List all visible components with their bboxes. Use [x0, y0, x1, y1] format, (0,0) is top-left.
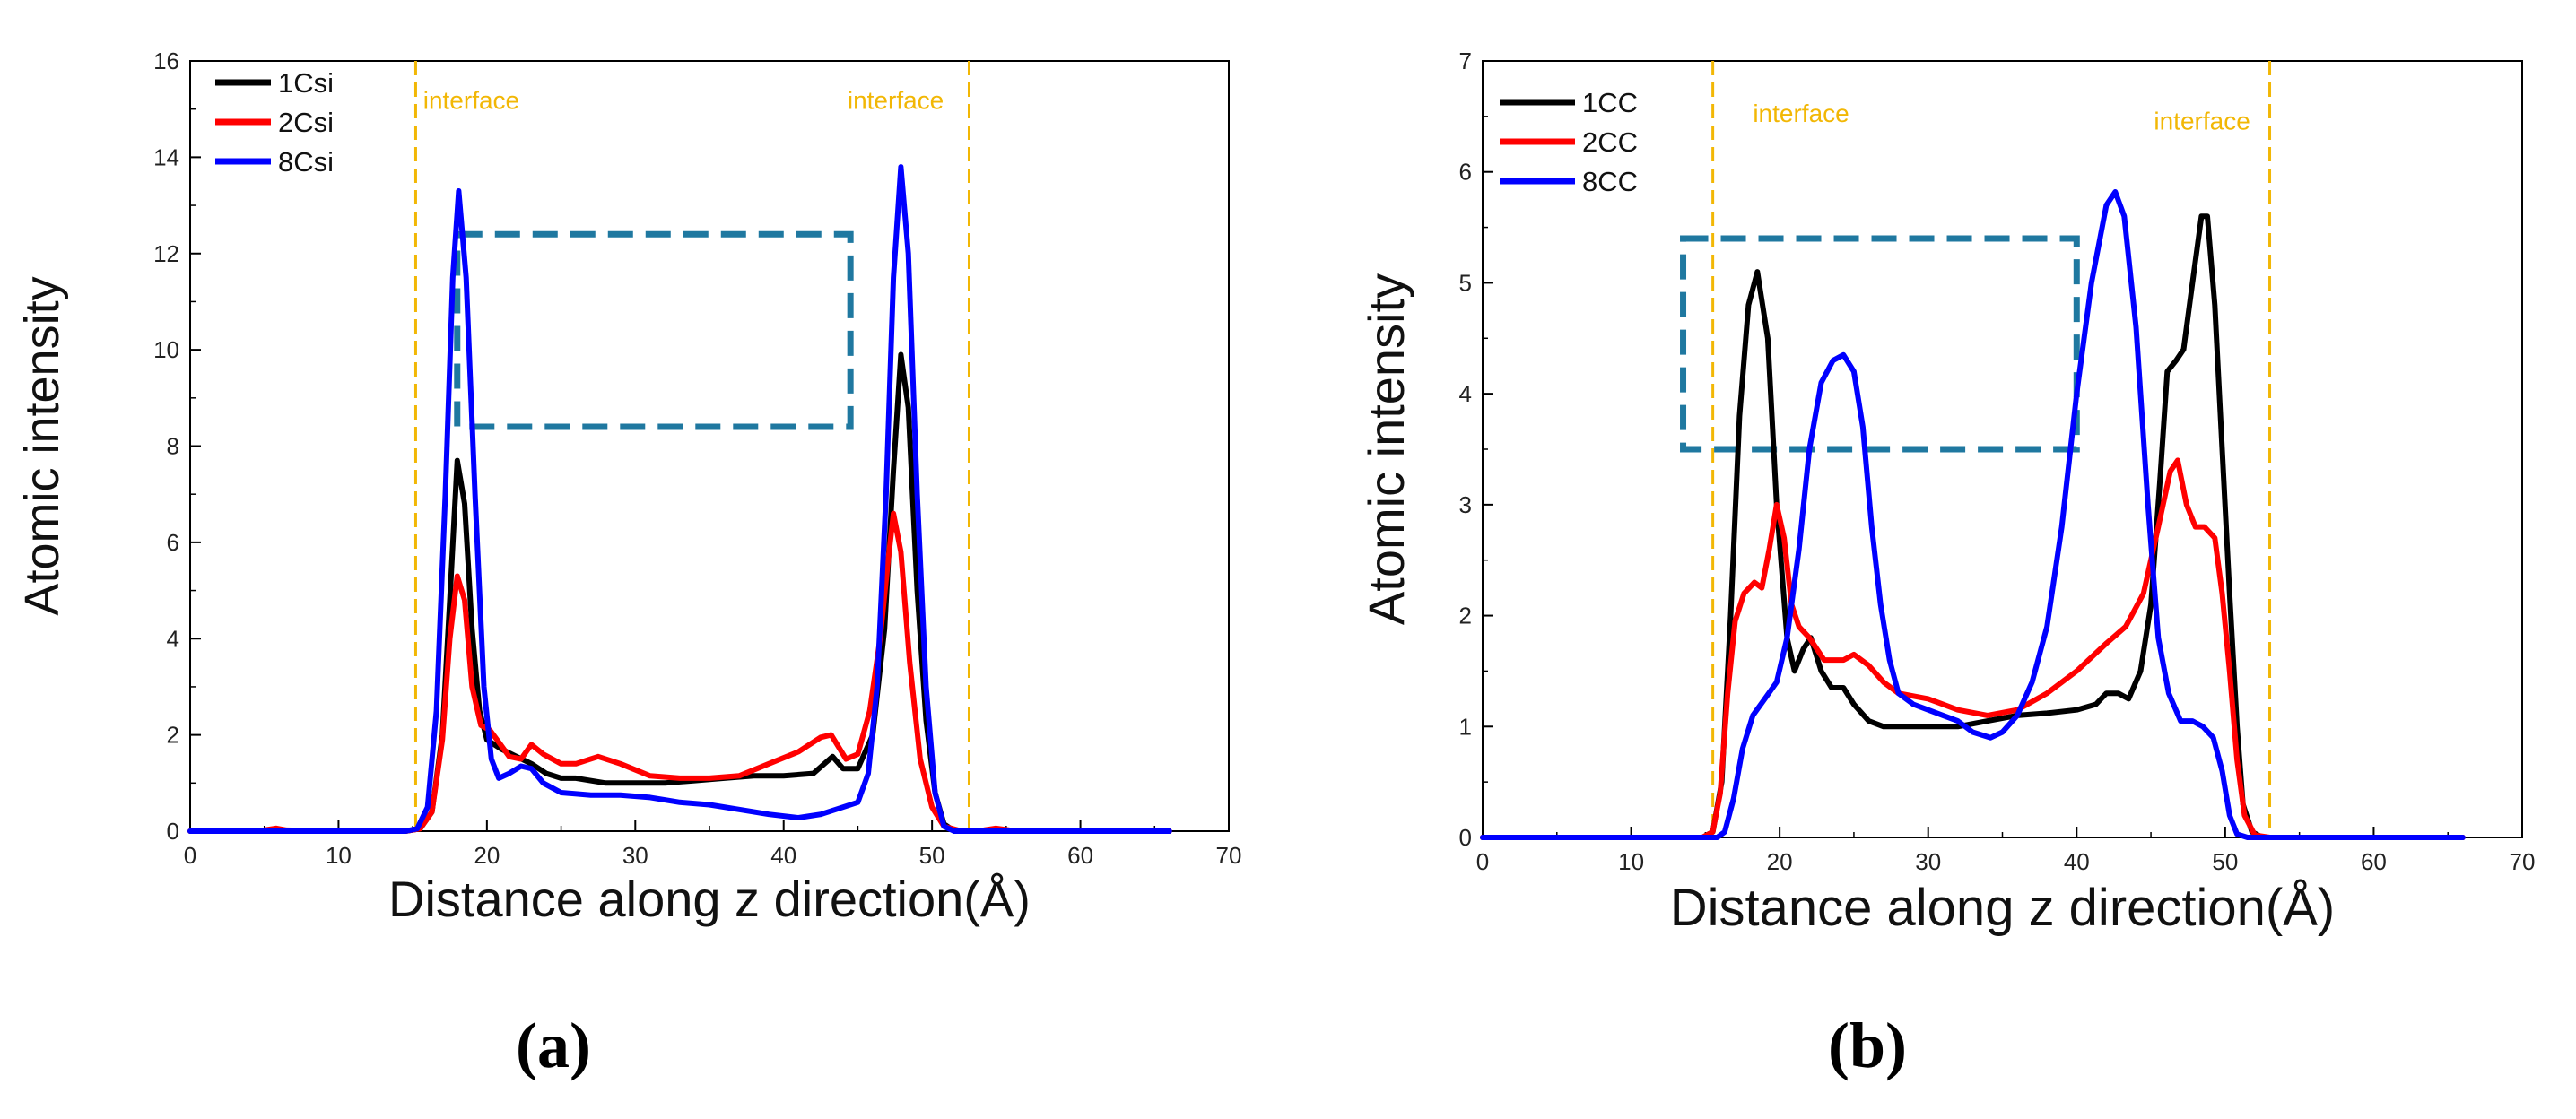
plot-frame [189, 60, 1230, 832]
series-line-8CC [1480, 189, 2466, 840]
y-tick-label: 0 [1459, 824, 1472, 851]
x-tick-label: 30 [1915, 848, 1941, 875]
y-tick-label: 2 [1459, 603, 1472, 629]
series-line-1CC [1480, 213, 2466, 840]
y-tick-label: 6 [1459, 159, 1472, 186]
x-tick-label: 70 [2510, 848, 2536, 875]
highlight-box [1680, 235, 2080, 453]
legend-entry: 2Csi [278, 107, 334, 138]
series-line-1Csi [187, 351, 1172, 834]
y-tick-label: 0 [167, 818, 179, 845]
panel-b: 0 10 20 30 40 50 60 70 0 1 2 3 4 5 6 7 Distance along z … [1358, 48, 2535, 1081]
interface-label: interface [848, 87, 944, 115]
x-axis-title: Distance along z direction(Å) [388, 871, 1031, 927]
x-tick-label: 0 [184, 842, 196, 869]
x-tick-label: 20 [474, 842, 500, 869]
series-line-2CC [1480, 457, 2466, 840]
interface-label: interface [423, 87, 519, 115]
y-tick-label: 16 [153, 48, 179, 74]
y-tick-label: 10 [153, 336, 179, 363]
y-tick-label: 1 [1459, 713, 1472, 740]
x-tick-label: 30 [622, 842, 648, 869]
x-tick-label: 40 [2064, 848, 2090, 875]
y-tick-label: 6 [167, 529, 179, 556]
y-axis-title: Atomic intensity [1358, 273, 1414, 625]
interface-label: interface [1753, 100, 1849, 127]
x-tick-label: 50 [2212, 848, 2238, 875]
x-axis-title: Distance along z direction(Å) [1670, 879, 2335, 937]
x-tick-label: 40 [770, 842, 796, 869]
x-tick-label: 60 [2361, 848, 2387, 875]
panel-label: (a) [516, 1010, 591, 1081]
y-tick-label: 7 [1459, 48, 1472, 74]
y-tick-label: 8 [167, 433, 179, 460]
y-tick-label: 5 [1459, 269, 1472, 296]
x-tick-label: 70 [1216, 842, 1242, 869]
x-tick-label: 10 [1618, 848, 1644, 875]
y-tick-label: 4 [1459, 380, 1472, 407]
legend-entry: 1Csi [278, 67, 334, 99]
legend-entry: 8Csi [278, 146, 334, 178]
y-tick-label: 3 [1459, 491, 1472, 518]
interface-label: interface [2154, 108, 2250, 135]
series-line-2Csi [187, 510, 1172, 834]
y-tick-label: 4 [167, 625, 179, 652]
highlight-box [454, 230, 854, 430]
panel-label: (b) [1828, 1010, 1907, 1081]
x-tick-label: 20 [1767, 848, 1793, 875]
y-tick-label: 14 [153, 143, 179, 170]
y-axis-title: Atomic intensity [15, 276, 69, 615]
legend-entry: 1CC [1582, 87, 1638, 118]
x-tick-label: 50 [919, 842, 945, 869]
y-tick-label: 2 [167, 722, 179, 749]
x-tick-label: 0 [1476, 848, 1489, 875]
x-tick-label: 10 [326, 842, 352, 869]
panel-a: 0 10 20 30 40 50 60 70 0 2 4 6 8 10 12 14 16 Distance alo… [15, 48, 1241, 1081]
legend-entry: 8CC [1582, 166, 1638, 197]
series-line-8Csi [187, 164, 1172, 834]
x-tick-label: 60 [1067, 842, 1093, 869]
legend-entry: 2CC [1582, 126, 1638, 158]
y-tick-label: 12 [153, 240, 179, 267]
